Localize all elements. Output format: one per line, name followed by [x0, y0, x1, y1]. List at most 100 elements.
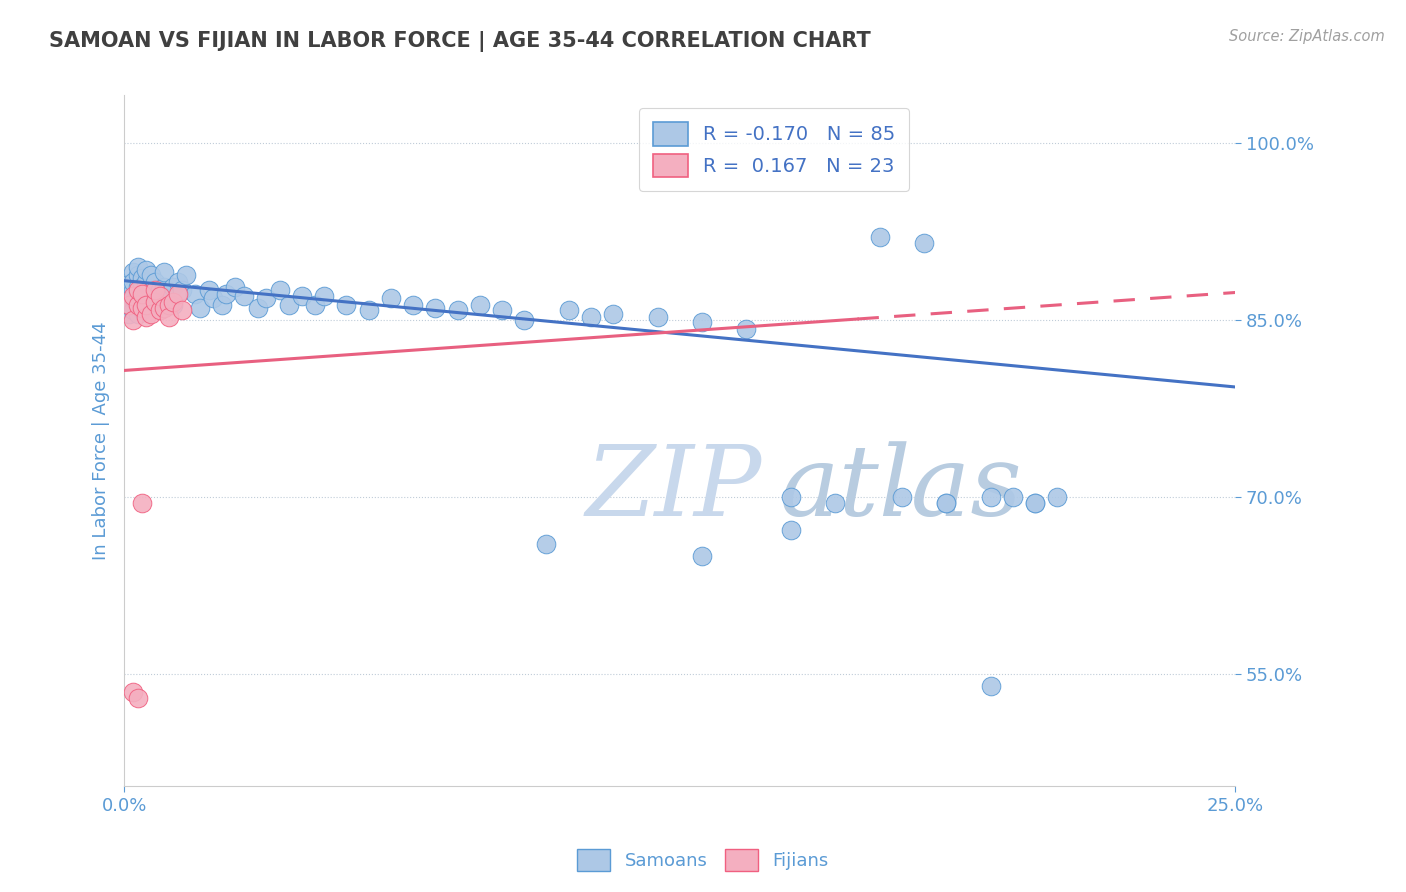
Point	[246, 301, 269, 315]
Point	[233, 289, 256, 303]
Point	[127, 260, 149, 274]
Point	[131, 271, 153, 285]
Point	[202, 292, 225, 306]
Point	[143, 283, 166, 297]
Point	[602, 307, 624, 321]
Point	[647, 310, 669, 325]
Point	[446, 303, 468, 318]
Point	[935, 496, 957, 510]
Point	[690, 315, 713, 329]
Point	[735, 322, 758, 336]
Point	[357, 303, 380, 318]
Point	[980, 490, 1002, 504]
Point	[579, 310, 602, 325]
Point	[153, 265, 176, 279]
Point	[118, 307, 141, 321]
Point	[690, 549, 713, 563]
Point	[131, 279, 153, 293]
Point	[536, 537, 558, 551]
Point	[491, 303, 513, 318]
Point	[149, 303, 172, 318]
Point	[122, 283, 145, 297]
Point	[118, 277, 141, 292]
Point	[118, 289, 141, 303]
Point	[162, 298, 184, 312]
Legend: R = -0.170   N = 85, R =  0.167   N = 23: R = -0.170 N = 85, R = 0.167 N = 23	[640, 109, 910, 191]
Point	[143, 275, 166, 289]
Point	[157, 292, 180, 306]
Point	[335, 298, 357, 312]
Text: ZIP: ZIP	[585, 442, 762, 537]
Point	[122, 312, 145, 326]
Point	[131, 292, 153, 306]
Point	[402, 298, 425, 312]
Point	[118, 298, 141, 312]
Point	[127, 307, 149, 321]
Point	[314, 289, 336, 303]
Point	[824, 496, 846, 510]
Point	[468, 298, 491, 312]
Point	[980, 679, 1002, 693]
Point	[139, 279, 162, 293]
Point	[127, 289, 149, 303]
Point	[188, 301, 211, 315]
Point	[131, 286, 153, 301]
Point	[912, 235, 935, 250]
Point	[127, 295, 149, 310]
Point	[166, 275, 188, 289]
Y-axis label: In Labor Force | Age 35-44: In Labor Force | Age 35-44	[93, 321, 110, 560]
Legend: Samoans, Fijians: Samoans, Fijians	[571, 842, 835, 879]
Point	[215, 286, 238, 301]
Point	[157, 310, 180, 325]
Point	[162, 295, 184, 310]
Point	[131, 283, 153, 297]
Point	[122, 292, 145, 306]
Point	[162, 279, 184, 293]
Point	[139, 268, 162, 282]
Point	[153, 279, 176, 293]
Point	[135, 286, 157, 301]
Point	[153, 301, 176, 315]
Point	[224, 279, 246, 293]
Text: atlas: atlas	[780, 442, 1022, 537]
Point	[122, 289, 145, 303]
Point	[935, 496, 957, 510]
Point	[1024, 496, 1046, 510]
Point	[779, 490, 801, 504]
Point	[513, 312, 536, 326]
Point	[127, 690, 149, 705]
Point	[166, 286, 188, 301]
Point	[557, 303, 579, 318]
Point	[127, 283, 149, 297]
Point	[380, 292, 402, 306]
Point	[122, 684, 145, 698]
Point	[131, 303, 153, 318]
Point	[122, 303, 145, 318]
Point	[1046, 490, 1069, 504]
Point	[135, 310, 157, 325]
Point	[277, 298, 299, 312]
Point	[170, 283, 193, 297]
Point	[869, 230, 891, 244]
Point	[1024, 496, 1046, 510]
Point	[135, 298, 157, 312]
Point	[779, 523, 801, 537]
Point	[127, 268, 149, 282]
Text: Source: ZipAtlas.com: Source: ZipAtlas.com	[1229, 29, 1385, 44]
Point	[131, 301, 153, 315]
Point	[122, 265, 145, 279]
Point	[118, 298, 141, 312]
Point	[176, 268, 198, 282]
Point	[122, 275, 145, 289]
Point	[149, 283, 172, 297]
Point	[127, 298, 149, 312]
Point	[127, 279, 149, 293]
Point	[269, 283, 291, 297]
Point	[131, 496, 153, 510]
Text: SAMOAN VS FIJIAN IN LABOR FORCE | AGE 35-44 CORRELATION CHART: SAMOAN VS FIJIAN IN LABOR FORCE | AGE 35…	[49, 31, 870, 53]
Point	[139, 307, 162, 321]
Point	[254, 292, 277, 306]
Point	[149, 298, 172, 312]
Point	[890, 490, 912, 504]
Point	[197, 283, 219, 297]
